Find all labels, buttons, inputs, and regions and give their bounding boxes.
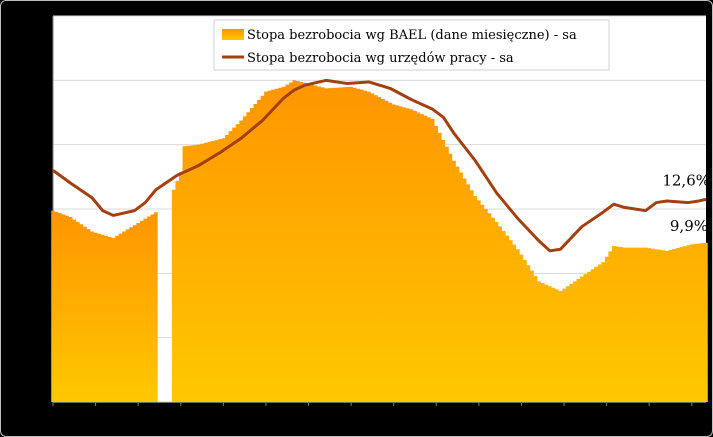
x-tick-label: sty 12 [673,408,710,422]
x-tick-label: sty 97 [35,408,72,422]
legend-line-label: Stopa bezrobocia wg urzędów pracy - sa [247,51,514,66]
x-tick-label: sty 05 [375,408,412,422]
y-tick-label: 20% [14,71,47,89]
y-tick-label: 0% [23,393,47,411]
bael-area-segment [171,80,708,402]
bael-area-series [51,80,708,402]
urzedy-line-series [52,78,707,253]
y-axis-ticks: 0% 4% 8% 12% 16% 20% 24% [14,7,47,411]
x-tick-label: sty 07 [460,408,497,422]
legend-area-swatch [222,29,244,40]
x-tick-label: sty 02 [248,408,285,422]
urzedy-line-path [52,78,707,253]
legend-box [213,19,610,71]
area-last-value-label: 9,9% [670,217,708,235]
x-tick-label: sty 00 [162,408,199,422]
x-tick-label: sty 03 [290,408,327,422]
x-tick-label: sty 06 [418,408,455,422]
y-tick-label: 16% [14,136,47,154]
x-tick-label: sty 10 [588,408,625,422]
legend-area-label: Stopa bezrobocia wg BAEL (dane miesięczn… [247,28,577,43]
legend: Stopa bezrobocia wg BAEL (dane miesięczn… [213,19,610,71]
x-tick-label: sty 09 [546,408,583,422]
x-tick-label: sty 98 [77,408,114,422]
y-tick-label: 12% [14,200,47,218]
y-tick-label: 8% [23,264,47,282]
bael-area-segment [51,210,158,402]
x-tick-label: sty 08 [503,408,540,422]
x-axis-ticks: sty 97 sty 98 sty 99 sty 00 sty 01 sty 02 sty … [35,402,710,422]
y-tick-label: 4% [23,329,47,347]
data-labels: 12,6% 9,9% [662,171,710,234]
x-tick-label: sty 11 [631,408,668,422]
x-tick-label: sty 01 [205,408,242,422]
line-last-value-label: 12,6% [662,171,710,189]
y-tick-label: 24% [14,7,47,25]
x-tick-label: sty 99 [120,408,157,422]
x-tick-label: sty 04 [333,408,370,422]
